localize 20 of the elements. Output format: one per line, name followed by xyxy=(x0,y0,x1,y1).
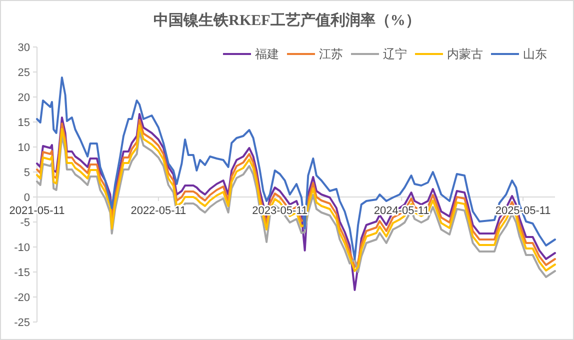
y-tick-label: 10 xyxy=(18,142,30,154)
y-tick-label: -25 xyxy=(14,317,30,329)
y-tick-label: 5 xyxy=(24,167,30,179)
legend-label: 江苏 xyxy=(319,47,343,61)
y-tick-label: -5 xyxy=(20,217,30,229)
chart-title: 中国镍生铁RKEF工艺产值利润率（%） xyxy=(154,11,420,29)
y-tick-label: -20 xyxy=(14,292,30,304)
y-tick-label: 20 xyxy=(18,92,30,104)
y-tick-label: 0 xyxy=(24,192,30,204)
legend-label: 山东 xyxy=(523,47,547,61)
x-tick-label: 2021-05-11 xyxy=(9,205,65,217)
y-tick-label: -15 xyxy=(14,267,30,279)
legend-label: 内蒙古 xyxy=(447,47,483,61)
legend-label: 辽宁 xyxy=(383,47,407,61)
x-tick-label: 2022-05-11 xyxy=(130,205,186,217)
y-tick-label: 30 xyxy=(18,42,30,54)
legend-label: 福建 xyxy=(255,47,279,61)
y-tick-label: -10 xyxy=(14,242,30,254)
y-tick-label: 15 xyxy=(18,117,30,129)
y-tick-label: 25 xyxy=(18,67,30,79)
